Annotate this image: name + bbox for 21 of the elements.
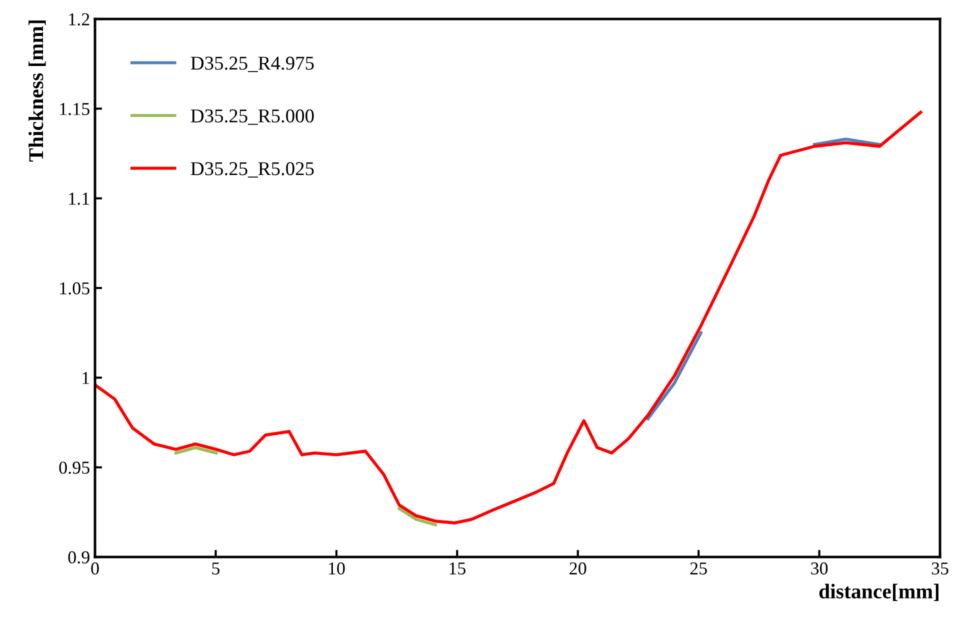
line-series xyxy=(95,110,922,524)
legend-label: D35.25_R5.025 xyxy=(190,162,314,178)
y-tick-label: 1.1 xyxy=(69,192,90,205)
x-tick-label: 30 xyxy=(811,562,828,575)
y-tick-label: 1 xyxy=(82,372,90,384)
x-tick-label: 5 xyxy=(212,562,220,575)
x-tick-label: 10 xyxy=(328,562,345,575)
y-tick-label: 0.9 xyxy=(68,551,90,564)
legend-label: D35.25_R4.975 xyxy=(190,56,314,72)
x-tick-label: 25 xyxy=(690,562,707,575)
y-axis-title: Thickness [mm] xyxy=(28,20,46,162)
legend-label: D35.25_R5.000 xyxy=(190,109,314,125)
x-tick-label: 35 xyxy=(932,562,948,575)
x-tick-label: 0 xyxy=(91,562,99,575)
x-tick-label: 15 xyxy=(450,562,466,575)
y-tick-label: 1.05 xyxy=(60,282,90,295)
y-tick-label: 0.95 xyxy=(59,462,90,474)
y-tick-label: 1.2 xyxy=(69,13,90,26)
y-tick-label: 1.15 xyxy=(60,103,90,116)
x-tick-label: 20 xyxy=(570,562,586,575)
x-axis-title: distance[mm] xyxy=(819,584,938,602)
